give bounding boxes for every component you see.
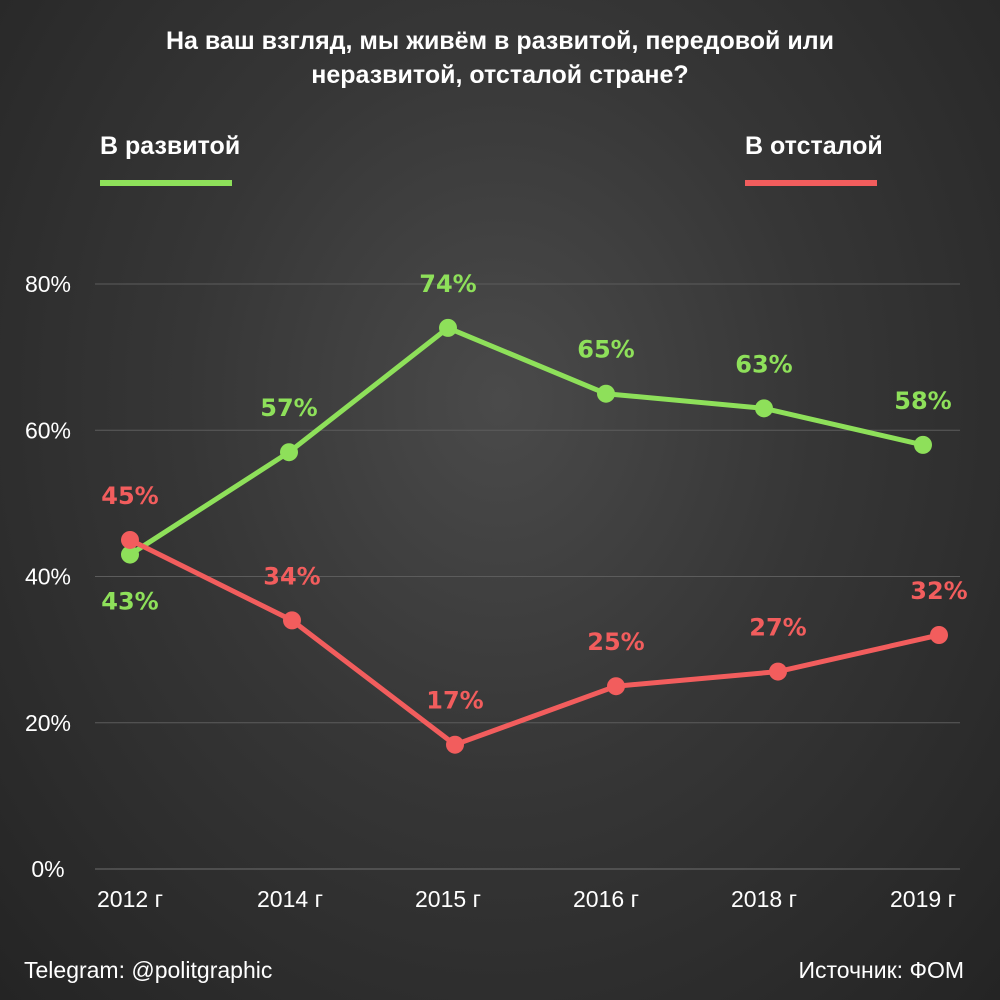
data-label-backward: 25% bbox=[587, 628, 644, 656]
legend-swatch-developed bbox=[100, 180, 232, 186]
legend-swatch-backward bbox=[745, 180, 877, 186]
footer-telegram: Telegram: @politgraphic bbox=[24, 957, 273, 983]
data-point-backward bbox=[121, 530, 139, 549]
data-point-developed bbox=[755, 399, 773, 418]
data-point-developed bbox=[439, 318, 457, 337]
x-tick-label: 2019 г bbox=[890, 886, 956, 912]
y-tick-label: 20% bbox=[25, 710, 71, 736]
series-line-backward bbox=[127, 537, 942, 748]
series-line-developed bbox=[127, 325, 926, 558]
data-point-backward bbox=[769, 662, 787, 681]
x-tick-label: 2012 г bbox=[97, 886, 163, 912]
data-point-backward bbox=[930, 626, 948, 644]
data-point-developed bbox=[280, 443, 298, 462]
data-label-developed: 65% bbox=[577, 336, 634, 364]
data-label-backward: 34% bbox=[263, 562, 320, 590]
data-label-developed: 74% bbox=[419, 270, 476, 298]
legend-label-backward: В отсталой bbox=[745, 132, 883, 160]
data-label-backward: 32% bbox=[910, 577, 967, 605]
legend-item-developed: В развитой bbox=[100, 132, 240, 186]
y-tick-label: 40% bbox=[25, 564, 71, 590]
data-label-backward: 27% bbox=[749, 614, 806, 642]
data-label-developed: 58% bbox=[894, 387, 951, 415]
legend-item-backward: В отсталой bbox=[745, 132, 883, 186]
data-point-backward bbox=[446, 735, 464, 754]
data-point-developed bbox=[597, 384, 615, 403]
data-label-developed: 63% bbox=[735, 350, 792, 378]
y-tick-label: 60% bbox=[25, 417, 71, 443]
data-point-backward bbox=[283, 611, 301, 630]
legend-label-developed: В развитой bbox=[100, 132, 241, 160]
x-tick-label: 2014 г bbox=[257, 886, 323, 912]
data-label-developed: 43% bbox=[101, 588, 158, 616]
x-tick-label: 2018 г bbox=[731, 886, 797, 912]
y-tick-label: 0% bbox=[31, 856, 64, 882]
x-tick-label: 2015 г bbox=[415, 886, 481, 912]
data-point-developed bbox=[914, 435, 932, 454]
data-point-developed bbox=[121, 545, 139, 564]
data-point-backward bbox=[607, 677, 625, 696]
x-tick-label: 2016 г bbox=[573, 886, 639, 912]
chart-title-line-1: На ваш взгляд, мы живём в развитой, пере… bbox=[165, 27, 834, 55]
chart-title: На ваш взгляд, мы живём в развитой, пере… bbox=[60, 24, 940, 92]
data-label-backward: 17% bbox=[426, 687, 483, 715]
data-label-developed: 57% bbox=[260, 394, 317, 422]
chart-title-line-2: неразвитой, отсталой стране? bbox=[311, 61, 689, 89]
data-label-backward: 45% bbox=[101, 482, 158, 510]
footer-source: Источник: ФОМ bbox=[798, 957, 964, 983]
y-tick-label: 80% bbox=[25, 271, 71, 297]
